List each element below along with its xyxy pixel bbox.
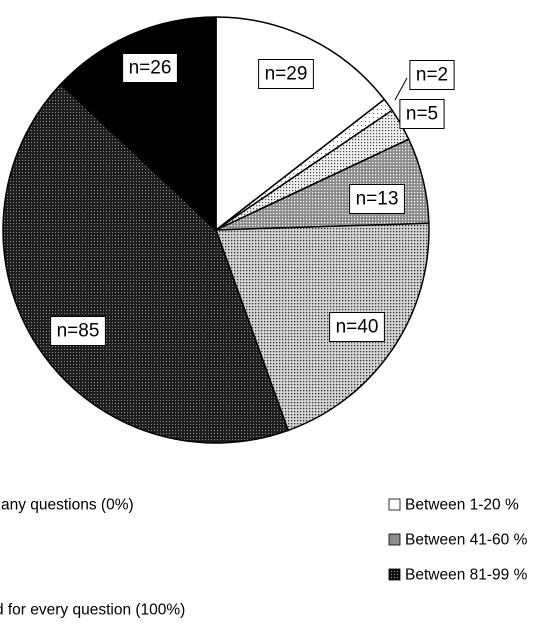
pie-slice-n-85 <box>2 83 290 444</box>
pie-slices <box>2 16 430 444</box>
data-label-n-26: n=26 <box>122 53 178 83</box>
legend-label: Between 41-60 % <box>405 532 528 549</box>
svg-text:n=5: n=5 <box>406 104 438 125</box>
pie-slice-n-29 <box>215 16 386 232</box>
data-label-n-2: n=2 <box>409 60 455 90</box>
data-label-n-5: n=5 <box>399 99 445 129</box>
svg-text:n=26: n=26 <box>129 58 172 79</box>
data-label-n-40: n=40 <box>329 312 385 342</box>
legend-label: Between 81-99 % <box>405 567 528 584</box>
svg-text:n=29: n=29 <box>265 64 308 85</box>
svg-text:n=85: n=85 <box>57 321 100 342</box>
legend: Did not respond to any questions (0%) Bet… <box>0 497 528 619</box>
data-label-n-13: n=13 <box>349 184 405 214</box>
svg-text:n=40: n=40 <box>336 317 379 338</box>
data-label-n-29: n=29 <box>258 59 314 89</box>
legend-item: Response provided for every question (10… <box>0 602 185 619</box>
svg-text:n=13: n=13 <box>356 189 399 210</box>
legend-swatch <box>388 568 401 581</box>
legend-label: Between 1-20 % <box>405 497 519 514</box>
legend-item: Did not respond to any questions (0%) <box>0 497 134 514</box>
legend-swatch <box>388 533 401 546</box>
legend-label: Did not respond to any questions (0%) <box>0 497 134 514</box>
pie-slice-n-40 <box>214 222 430 432</box>
svg-text:n=2: n=2 <box>416 65 448 86</box>
legend-item: Between 81-99 % <box>388 567 528 584</box>
legend-swatch <box>388 498 401 511</box>
legend-item: Between 41-60 % <box>388 532 528 549</box>
data-label-n-85: n=85 <box>50 316 106 346</box>
legend-label: Response provided for every question (10… <box>0 602 185 619</box>
legend-item: Between 1-20 % <box>388 497 519 514</box>
leader-line <box>394 77 408 101</box>
pie-data-labels: n=29 n=2 n=5 n=13 n=40 n=85 n=26 <box>50 53 455 346</box>
